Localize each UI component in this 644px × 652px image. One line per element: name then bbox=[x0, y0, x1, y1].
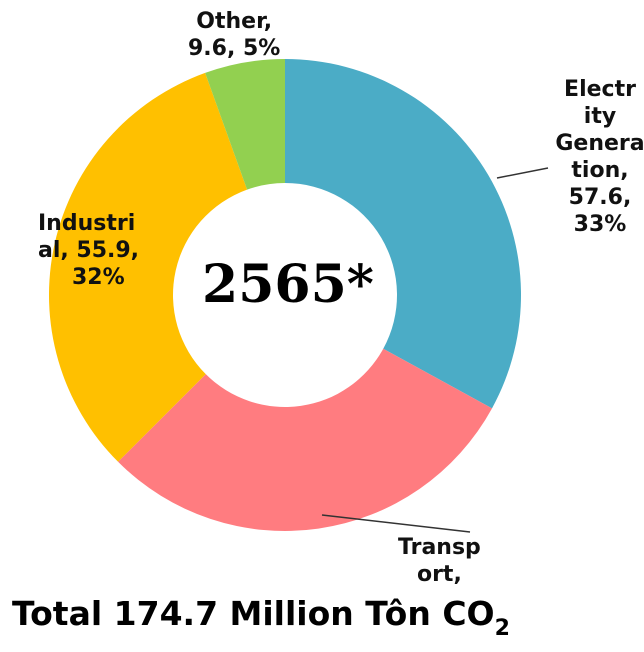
label-transport: Transp ort, bbox=[398, 534, 481, 588]
total-caption: Total 174.7 Million Tôn CO2 bbox=[12, 594, 510, 641]
label-electricity-line-4: tion, bbox=[571, 158, 629, 183]
label-electricity-line-1: Electr bbox=[564, 77, 636, 102]
label-industrial-line-1: Industri bbox=[38, 211, 136, 236]
slice-transport bbox=[118, 348, 493, 531]
total-caption-subscript: 2 bbox=[494, 616, 510, 641]
slice-other bbox=[205, 59, 285, 190]
label-transport-line-1: Transp bbox=[398, 535, 481, 560]
slice-electricity-generation bbox=[285, 59, 521, 409]
label-electricity-generation: Electr ity Genera tion, 57.6, 33% bbox=[544, 76, 644, 238]
label-electricity-line-5: 57.6, bbox=[568, 185, 632, 210]
label-industrial-line-2: al, 55.9, bbox=[38, 238, 140, 263]
label-other: Other, 9.6, 5% bbox=[188, 8, 280, 62]
total-caption-text: Total 174.7 Million Tôn CO bbox=[12, 594, 495, 633]
leader-line-transport bbox=[321, 514, 471, 533]
label-other-line-2: 9.6, 5% bbox=[188, 36, 281, 61]
slice-industrial bbox=[48, 72, 248, 462]
label-electricity-line-2: ity bbox=[583, 104, 617, 129]
label-transport-line-2: ort, bbox=[416, 562, 462, 587]
label-industrial-line-3: 32% bbox=[72, 265, 125, 290]
label-industrial: Industri al, 55.9, 32% bbox=[38, 210, 139, 291]
label-other-line-1: Other, bbox=[196, 9, 273, 34]
label-electricity-line-3: Genera bbox=[555, 131, 644, 156]
label-electricity-line-6: 33% bbox=[573, 212, 627, 237]
leader-line-electricity bbox=[496, 167, 549, 179]
center-value: 2565* bbox=[202, 254, 374, 315]
